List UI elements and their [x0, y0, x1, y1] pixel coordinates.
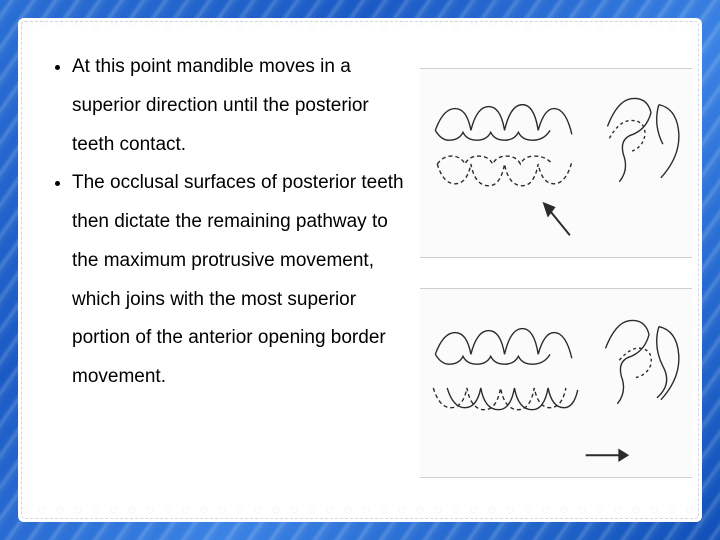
slide-frame: At this point mandible moves in a superi… [0, 0, 720, 540]
teeth-condyle-diagram-icon [420, 69, 692, 257]
text-column: At this point mandible moves in a superi… [38, 40, 414, 508]
image-column [420, 40, 692, 508]
teeth-condyle-diagram-icon [420, 289, 692, 477]
arrow-right-icon [586, 450, 628, 460]
arrow-up-icon [544, 204, 570, 236]
diagram-protrusive-movement [420, 288, 692, 478]
diagram-superior-movement [420, 68, 692, 258]
bullet-item: At this point mandible moves in a superi… [72, 48, 414, 164]
bullet-list: At this point mandible moves in a superi… [38, 48, 414, 397]
bullet-item: The occlusal surfaces of posterior teeth… [72, 164, 414, 397]
slide-paper: At this point mandible moves in a superi… [18, 18, 702, 522]
